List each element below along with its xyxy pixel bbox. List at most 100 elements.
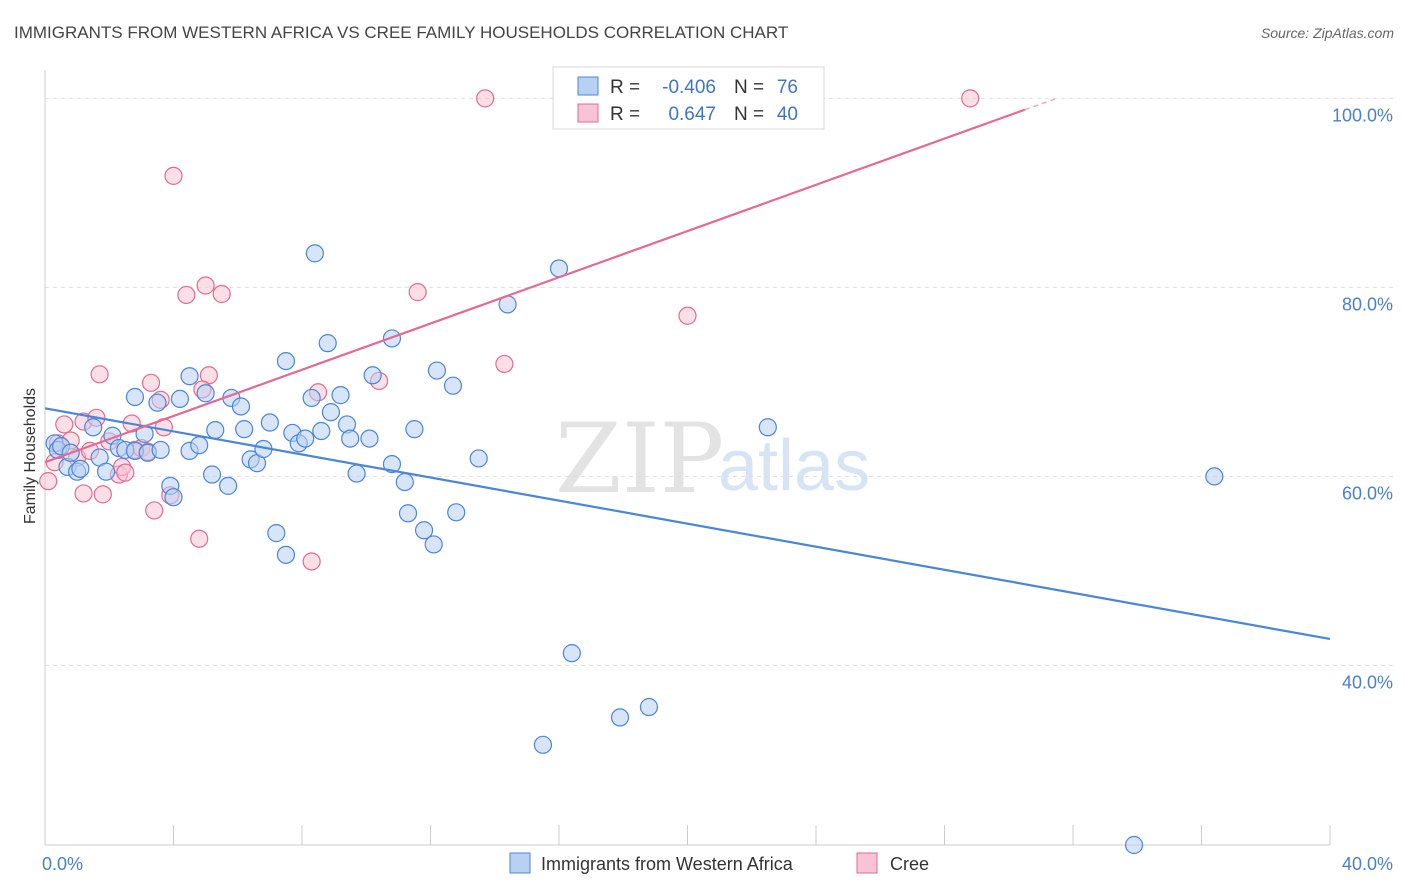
point-western-africa [533,735,553,754]
point-cree [55,415,74,434]
point-cree [39,472,58,491]
point-western-africa [469,449,488,468]
point-western-africa [321,403,341,422]
watermark: ZIP atlas [555,403,870,515]
point-western-africa [443,376,463,395]
point-western-africa [190,436,209,455]
point-western-africa [276,351,296,371]
point-cree [116,463,135,482]
point-western-africa [1124,835,1144,855]
point-western-africa [562,644,581,663]
point-cree [190,529,209,548]
point-western-africa [267,524,286,543]
point-western-africa [151,440,170,460]
stats-r-value-1: -0.406 [662,77,716,98]
point-western-africa [125,387,145,407]
trend-line-cree [44,108,1026,464]
point-western-africa [231,397,251,416]
point-western-africa [424,535,443,554]
stats-n-label-1: N = [734,77,764,98]
stats-legend: R = -0.406 N = 76 R = 0.647 N = 40 [552,66,825,130]
chart-title: IMMIGRANTS FROM WESTERN AFRICA VS CREE F… [14,23,788,42]
point-western-africa [318,334,337,353]
stats-r-label-1: R = [610,77,640,98]
point-western-africa [414,521,434,540]
legend-swatch-western-africa [509,852,531,874]
point-cree [93,485,112,504]
point-western-africa [312,421,331,441]
point-western-africa [260,413,279,432]
legend-label-western-africa: Immigrants from Western Africa [541,854,794,874]
point-cree [495,354,514,374]
point-western-africa [405,420,424,439]
point-western-africa [395,472,414,492]
point-cree [408,283,427,302]
point-cree [212,284,231,304]
watermark-zip: ZIP [555,403,724,515]
y-tick-label: 100.0% [1332,105,1393,125]
point-western-africa [84,418,103,437]
point-western-africa [219,476,238,495]
point-cree [90,365,109,384]
point-western-africa [758,418,777,437]
trend-line-western-africa [44,407,1331,641]
bottom-legend: Immigrants from Western Africa Cree [509,852,929,874]
point-western-africa [202,465,222,484]
point-western-africa [206,420,225,440]
watermark-atlas: atlas [718,426,870,506]
point-western-africa [347,464,366,483]
stats-n-label-2: N = [734,104,764,125]
point-cree [196,276,215,295]
point-western-africa [235,420,254,439]
point-western-africa [382,455,402,474]
y-tick-labels: 40.0% 60.0% 80.0% 100.0% [1332,105,1393,692]
point-cree [74,484,93,503]
point-western-africa [398,504,418,523]
point-cree [141,373,161,392]
y-tick-label: 80.0% [1342,294,1393,314]
point-western-africa [164,488,183,507]
point-western-africa [427,361,447,380]
stats-r-label-2: R = [610,104,640,125]
stats-n-value-1: 76 [777,77,798,98]
point-western-africa [196,384,215,403]
point-western-africa [96,462,116,481]
axes [44,70,1331,846]
grid-lines [45,97,1395,666]
point-western-africa [71,459,90,478]
point-western-africa [170,389,190,409]
point-cree [145,501,164,520]
trend-lines [44,97,1331,641]
point-western-africa [447,503,466,522]
point-western-africa [610,708,630,727]
point-western-africa [148,393,167,412]
y-axis-label: Family Households [22,388,39,524]
legend-label-cree: Cree [890,854,929,874]
stats-legend-swatch-pink [577,103,599,123]
point-cree [961,89,980,108]
point-cree [678,306,697,325]
point-western-africa [276,545,296,564]
stats-legend-swatch-blue [577,76,599,96]
stats-n-value-2: 40 [777,104,798,125]
point-western-africa [639,697,659,717]
point-western-africa [305,244,324,263]
chart-source: Source: ZipAtlas.com [1261,25,1394,41]
point-cree [177,285,196,305]
point-western-africa [302,388,321,408]
series-western-africa [45,244,1224,855]
stats-r-value-2: 0.647 [668,104,716,125]
point-western-africa [360,429,379,448]
y-tick-label: 60.0% [1342,483,1393,503]
y-tick-label: 40.0% [1342,672,1393,692]
x-tick-labels: 0.0% 40.0% [42,854,1393,874]
point-western-africa [296,429,315,448]
point-western-africa [341,429,360,448]
point-western-africa [331,386,350,405]
x-tick-label: 0.0% [42,854,83,874]
point-cree [164,166,183,185]
point-cree [476,89,495,108]
trend-line-cree-extension [1024,97,1058,111]
x-tick-label: 40.0% [1342,854,1393,874]
